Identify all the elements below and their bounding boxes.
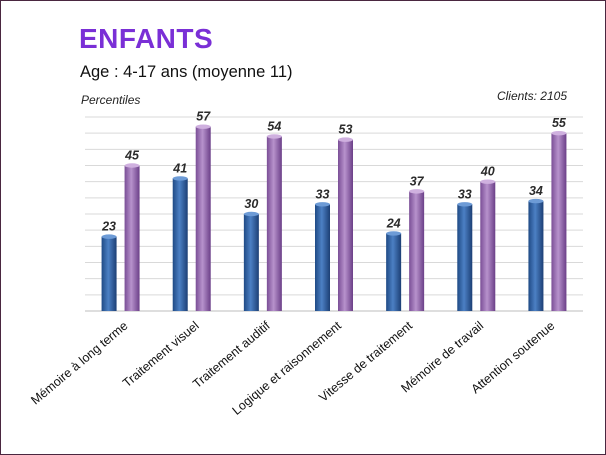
bar-series-1-7 — [528, 201, 544, 311]
bar-cap — [266, 134, 282, 139]
bar-cap — [124, 163, 140, 168]
bar-cap — [172, 176, 188, 181]
bar-series-2-4 — [338, 139, 353, 311]
bar-series-2-5 — [409, 191, 425, 311]
bar-series-2-6 — [480, 181, 496, 311]
bar-series-2-7 — [551, 133, 567, 311]
bar-series-1-4 — [315, 204, 330, 311]
value-label: 23 — [101, 220, 116, 234]
bar-cap — [101, 234, 117, 239]
bar-cap — [243, 211, 259, 217]
bar-series-1-2 — [172, 178, 188, 311]
bar-cap — [409, 189, 425, 194]
bar-series-1-6 — [457, 204, 473, 311]
value-label: 57 — [196, 110, 211, 124]
bar-cap — [551, 130, 567, 136]
bar-cap — [480, 179, 496, 184]
bar-series-2-1 — [124, 165, 140, 311]
value-label: 24 — [386, 216, 401, 230]
bar-cap — [195, 124, 211, 129]
category-label: Traitement visuel — [120, 319, 202, 391]
bar-series-2-2 — [195, 126, 211, 311]
value-label: 54 — [267, 119, 281, 133]
value-label: 33 — [458, 187, 472, 201]
value-label: 55 — [552, 116, 567, 130]
bar-cap — [338, 137, 353, 142]
value-label: 34 — [529, 184, 543, 198]
value-labels: 23 45 41 57 30 54 33 53 24 37 33 40 34 55 — [101, 110, 567, 234]
bar-cap — [528, 198, 544, 204]
bar-cap — [386, 231, 402, 236]
page-subtitle: Age : 4-17 ans (moyenne 11) — [80, 63, 293, 81]
value-label: 30 — [244, 197, 258, 211]
value-label: 53 — [339, 123, 353, 137]
value-label: 45 — [124, 149, 140, 163]
grid-lines — [85, 116, 583, 312]
category-label: Mémoire à long terme — [28, 319, 130, 408]
value-label: 40 — [480, 165, 495, 179]
bar-series-1-1 — [101, 236, 117, 311]
clients-count: Clients: 2105 — [496, 89, 567, 103]
y-axis-label: Percentiles — [81, 93, 141, 107]
bars — [101, 124, 567, 311]
value-label: 33 — [316, 187, 330, 201]
bar-cap — [457, 202, 473, 207]
bar-series-1-3 — [243, 214, 259, 311]
value-label: 37 — [410, 174, 425, 188]
bar-series-2-3 — [266, 136, 282, 311]
value-label: 41 — [172, 161, 187, 175]
bar-series-1-5 — [386, 233, 402, 311]
page-title: ENFANTS — [79, 23, 214, 54]
bar-cap — [315, 202, 330, 207]
